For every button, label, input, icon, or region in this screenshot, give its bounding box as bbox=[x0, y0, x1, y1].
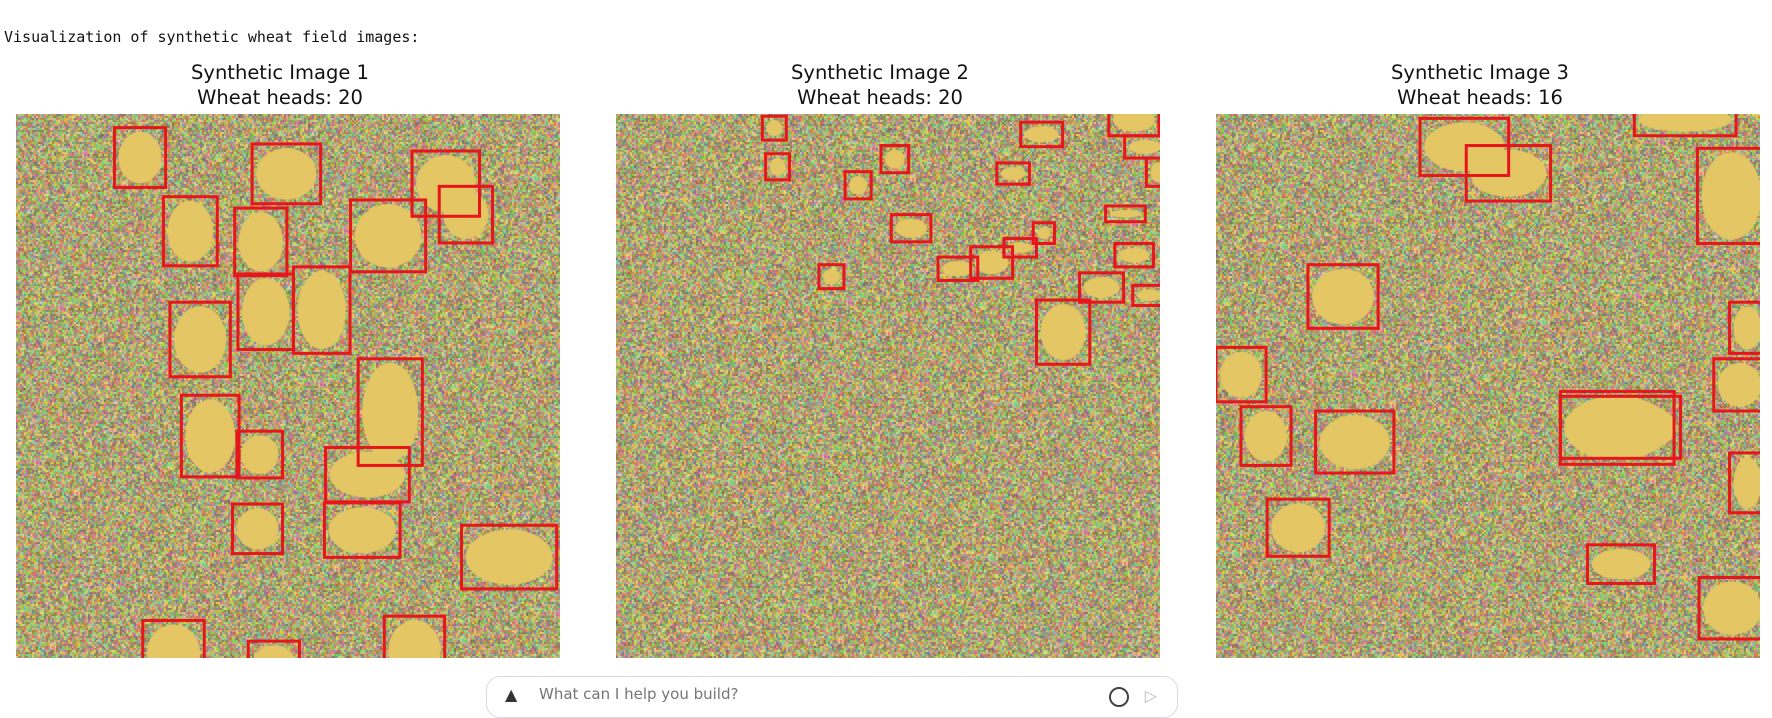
wheat-bbox-10 bbox=[1314, 409, 1396, 475]
panel-subtitle-text: Wheat heads: 20 bbox=[797, 86, 963, 109]
wheat-bbox-9 bbox=[995, 161, 1031, 186]
wheat-bbox-14 bbox=[1265, 497, 1331, 558]
noise-canvas bbox=[616, 114, 1160, 658]
wheat-bbox-20 bbox=[1035, 298, 1092, 366]
wheat-bbox-5 bbox=[1306, 263, 1380, 330]
boxes-layer bbox=[112, 126, 559, 658]
wheat-bbox-2 bbox=[1464, 144, 1553, 203]
wheat-bbox-8 bbox=[1712, 357, 1760, 413]
wheat-bbox-7 bbox=[349, 198, 428, 274]
wheat-bbox-19 bbox=[1131, 283, 1160, 307]
wheat-bbox-8 bbox=[843, 170, 873, 201]
panel-2: Synthetic Image 2 Wheat heads: 20 bbox=[600, 60, 1160, 660]
wheat-bbox-1 bbox=[760, 114, 788, 142]
wheat-bbox-16 bbox=[1697, 575, 1760, 641]
wheat-bbox-14 bbox=[969, 245, 1015, 280]
wheat-bbox-13 bbox=[1728, 451, 1760, 515]
wheat-bbox-5 bbox=[1144, 156, 1160, 188]
wheat-bbox-16 bbox=[1113, 241, 1155, 269]
panel-3: Synthetic Image 3 Wheat heads: 16 bbox=[1200, 60, 1760, 660]
wheat-bbox-6 bbox=[233, 206, 289, 278]
synthetic-image-3 bbox=[1216, 114, 1760, 658]
wheat-bbox-18 bbox=[1077, 271, 1126, 304]
wheat-bbox-4 bbox=[437, 184, 495, 245]
prompt-input[interactable] bbox=[537, 684, 1061, 704]
wheat-bbox-6 bbox=[1216, 345, 1268, 404]
wheat-bbox-3 bbox=[1107, 114, 1160, 138]
wheat-bbox-3 bbox=[410, 149, 481, 218]
prompt-bar[interactable]: ▲ ▷ bbox=[486, 676, 1178, 718]
wheat-bbox-5 bbox=[161, 195, 219, 268]
wheat-bbox-8 bbox=[236, 272, 295, 352]
panel-title-text: Synthetic Image 3 bbox=[1391, 61, 1569, 84]
wheat-bbox-17 bbox=[817, 263, 846, 291]
wheat-bbox-7 bbox=[1728, 300, 1760, 355]
wheat-bbox-12 bbox=[1031, 221, 1056, 245]
wheat-bbox-3 bbox=[1632, 114, 1738, 138]
panel-1: Synthetic Image 1 Wheat heads: 20 bbox=[0, 60, 560, 660]
wheat-bbox-6 bbox=[764, 152, 792, 182]
wheat-bbox-11 bbox=[1558, 389, 1676, 466]
wheat-bbox-2 bbox=[250, 142, 323, 206]
wheat-bbox-18 bbox=[141, 618, 206, 658]
wheat-bbox-15 bbox=[1586, 543, 1656, 585]
wheat-bbox-10 bbox=[1104, 204, 1147, 224]
panel-title: Synthetic Image 2 Wheat heads: 20 bbox=[600, 60, 1160, 110]
wheat-bbox-12 bbox=[1558, 394, 1683, 460]
panel-title: Synthetic Image 3 Wheat heads: 16 bbox=[1200, 60, 1760, 110]
panel-title: Synthetic Image 1 Wheat heads: 20 bbox=[0, 60, 560, 110]
spark-icon: ▲ bbox=[505, 685, 518, 704]
wheat-bbox-17 bbox=[460, 523, 559, 591]
wheat-bbox-19 bbox=[246, 639, 301, 658]
wheat-bbox-20 bbox=[382, 614, 447, 658]
wheat-bbox-1 bbox=[112, 126, 168, 189]
wheat-bbox-15 bbox=[231, 502, 285, 556]
wheat-bbox-14 bbox=[324, 445, 411, 504]
panel-title-text: Synthetic Image 2 bbox=[791, 61, 969, 84]
panel-subtitle-text: Wheat heads: 16 bbox=[1397, 86, 1563, 109]
wheat-bbox-12 bbox=[179, 393, 241, 479]
synthetic-image-2 bbox=[616, 114, 1160, 658]
wheat-bbox-11 bbox=[356, 357, 424, 467]
panel-subtitle-text: Wheat heads: 20 bbox=[197, 86, 363, 109]
wheat-bbox-10 bbox=[168, 300, 232, 379]
wheat-bbox-9 bbox=[1239, 405, 1293, 467]
wheat-bbox-9 bbox=[291, 265, 352, 355]
wheat-bbox-2 bbox=[1019, 120, 1065, 149]
circle-icon[interactable] bbox=[1109, 687, 1129, 707]
boxes-layer bbox=[760, 114, 1160, 366]
send-icon[interactable]: ▷ bbox=[1144, 686, 1157, 705]
wheat-bbox-15 bbox=[936, 255, 980, 282]
wheat-bbox-4 bbox=[1695, 146, 1760, 245]
boxes-layer bbox=[1216, 114, 1760, 641]
wheat-bbox-7 bbox=[879, 144, 911, 175]
panel-title-text: Synthetic Image 1 bbox=[191, 61, 369, 84]
synthetic-image-1 bbox=[16, 114, 560, 658]
output-text: Visualization of synthetic wheat field i… bbox=[4, 28, 420, 46]
wheat-bbox-11 bbox=[889, 213, 933, 244]
noise-canvas bbox=[1216, 114, 1760, 658]
wheat-bbox-13 bbox=[235, 429, 285, 480]
wheat-bbox-4 bbox=[1123, 134, 1160, 160]
wheat-bbox-16 bbox=[322, 501, 402, 559]
